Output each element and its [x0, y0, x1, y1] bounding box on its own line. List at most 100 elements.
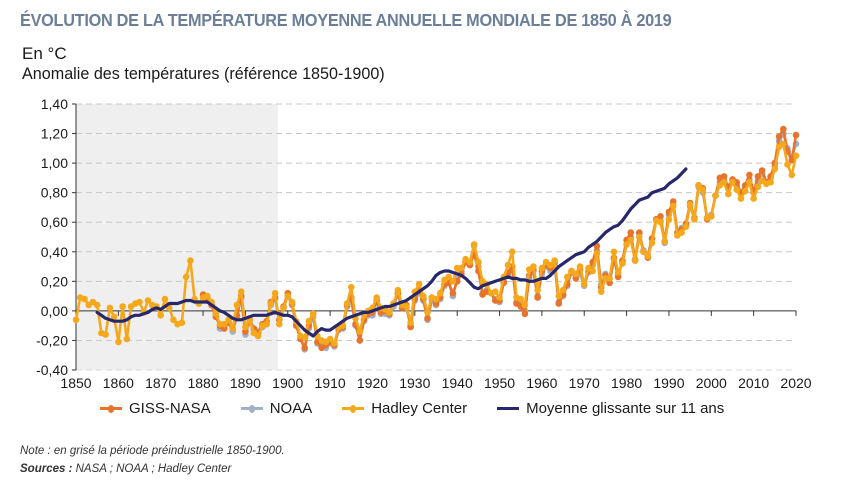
x-tick-label: 1860 [103, 375, 134, 391]
x-tick-label: 1870 [145, 375, 176, 391]
x-tick-label: 2000 [696, 375, 727, 391]
hadley-point [436, 289, 444, 297]
moving-average-line [95, 167, 688, 338]
y-tick-label: 0,00 [41, 303, 68, 319]
hadley-point [263, 320, 270, 328]
x-tick-label: 1940 [442, 375, 473, 391]
legend-swatch-giss [100, 404, 122, 413]
hadley-point [720, 179, 728, 186]
hadley-point [284, 292, 292, 300]
hadley-point [136, 298, 143, 306]
hadley-point [187, 257, 194, 264]
hadley-point [348, 283, 355, 291]
x-tick-label: 1990 [653, 375, 684, 391]
hadley-point [619, 260, 626, 267]
hadley-point [627, 236, 635, 244]
hadley-point [682, 223, 690, 230]
giss-point [356, 337, 364, 344]
giss-point [449, 289, 457, 297]
temperature-chart: 1,40 1,20 1,00 0,80 0,60 0,40 0,20 0,00 -0,20 -0,… [36, 96, 812, 391]
hadley-point [276, 320, 283, 328]
legend-label-noaa: NOAA [269, 400, 313, 417]
legend-item-hadley: Hadley Center [342, 400, 467, 417]
hadley-point [741, 187, 749, 195]
hadley-point [242, 323, 249, 331]
hadley-point [686, 201, 694, 208]
hadley-point [504, 261, 512, 269]
hadley-point [470, 241, 478, 248]
hadley-point [110, 313, 118, 321]
hadley-point [326, 335, 334, 343]
hadley-point [305, 317, 313, 325]
x-tick-label: 1930 [399, 375, 430, 391]
sources-text: NASA ; NOAA ; Hadley Center [72, 463, 232, 475]
hadley-point [767, 179, 774, 186]
x-tick-label: 1910 [315, 375, 346, 391]
unit-label: En °C [22, 44, 67, 63]
hadley-point [517, 295, 524, 303]
hadley-point [204, 292, 211, 300]
giss-point [534, 294, 541, 301]
hadley-point [614, 269, 622, 276]
hadley-point [597, 288, 605, 296]
giss-point [627, 229, 635, 236]
hadley-point [606, 275, 613, 282]
hadley-point [178, 319, 186, 327]
hadley-point [699, 186, 707, 193]
hadley-point [712, 192, 719, 199]
hadley-point [170, 316, 177, 324]
hadley-point [788, 171, 796, 179]
hadley-point [458, 264, 465, 272]
hadley-point [403, 303, 410, 310]
hadley-point [420, 292, 427, 300]
x-tick-label: 2010 [738, 375, 769, 391]
hadley-point [301, 334, 309, 341]
y-tick-label: -0,20 [36, 332, 68, 348]
hadley-point [521, 301, 529, 309]
hadley-point [445, 273, 453, 281]
chart-subtitle: Anomalie des températures (référence 185… [22, 64, 385, 83]
x-tick-label: 1980 [611, 375, 642, 391]
y-tick-label: -0,40 [36, 362, 68, 378]
hadley-point [492, 288, 499, 296]
hadley-point [343, 300, 351, 307]
hadley-point [119, 303, 126, 310]
hadley-point [432, 295, 440, 303]
hadley-point [737, 195, 745, 202]
legend-swatch-noaa [240, 404, 263, 413]
legend: GISS-NASA NOAA Hadley Center Moyenne gli… [100, 400, 754, 417]
giss-point [521, 310, 529, 318]
hadley-point [678, 229, 685, 236]
hadley-point [754, 183, 762, 191]
hadley-point [271, 289, 279, 297]
hadley-point [746, 179, 753, 186]
x-tick-label: 1950 [484, 375, 515, 391]
hadley-point [407, 319, 414, 327]
hadley-point [449, 278, 457, 285]
hadley-point [572, 270, 580, 278]
giss-point [657, 213, 664, 220]
hadley-point [657, 218, 664, 226]
hadley-point [589, 267, 596, 275]
hadley-point [182, 273, 190, 281]
giss-point [754, 173, 762, 180]
giss-point [555, 300, 563, 307]
x-tick-label: 1920 [357, 375, 388, 391]
hadley-point [212, 310, 220, 318]
hadley-point [610, 248, 618, 256]
hadley-point [733, 186, 740, 193]
hadley-point [356, 328, 364, 335]
hadley-point [724, 190, 732, 198]
hadley-point [102, 331, 109, 338]
legend-swatch-moving-avg [497, 407, 520, 410]
x-tick-label: 1890 [230, 375, 261, 391]
y-tick-label: 1,00 [41, 155, 68, 171]
hadley-point [386, 309, 393, 316]
hadley-point [669, 202, 677, 210]
hadley-point [534, 286, 541, 294]
hadley-point [157, 312, 164, 319]
hadley-point [331, 340, 338, 347]
hadley-point [72, 316, 80, 324]
hadley-point [750, 195, 757, 202]
hadley-point [644, 252, 652, 260]
